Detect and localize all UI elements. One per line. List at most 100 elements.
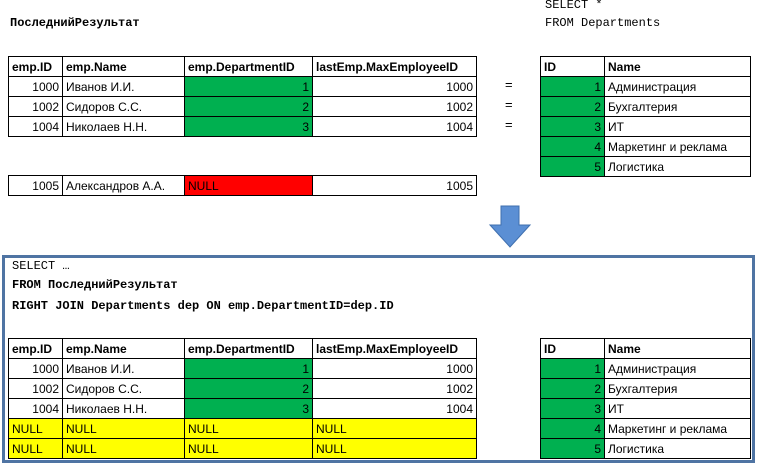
cell-dept-id: 3: [540, 116, 605, 137]
cell-emp-id: 1004: [8, 116, 63, 137]
table-header-row: ID Name: [540, 338, 751, 359]
cell-emp-name: Иванов И.И.: [62, 76, 185, 97]
sql-select-line: SELECT …: [12, 259, 70, 273]
header-emp-department-id: emp.DepartmentID: [184, 56, 313, 77]
cell-dept-id: 2: [540, 96, 605, 117]
header-name: Name: [604, 56, 751, 77]
header-emp-department-id: emp.DepartmentID: [184, 338, 313, 359]
header-id: ID: [540, 56, 605, 77]
table-row-null: NULL NULL NULL NULL: [8, 418, 477, 439]
cell-department-id-null: NULL: [184, 175, 313, 196]
table-row: 5 Логистика: [540, 156, 751, 177]
table-row: 1002 Сидоров С.С. 2 1002: [8, 96, 477, 117]
cell-emp-name: Николаев Н.Н.: [62, 398, 185, 419]
cell-null: NULL: [8, 418, 63, 439]
down-arrow-icon: [488, 205, 532, 248]
table-header-row: emp.ID emp.Name emp.DepartmentID lastEmp…: [8, 338, 477, 359]
cell-null: NULL: [62, 438, 185, 459]
cell-department-id: 3: [184, 116, 313, 137]
table-row: 4 Маркетинг и реклама: [540, 136, 751, 157]
table-row: 1 Администрация: [540, 76, 751, 97]
cell-emp-id: 1000: [8, 358, 63, 379]
cell-dept-name: Бухгалтерия: [604, 96, 751, 117]
table-row: 1004 Николаев Н.Н. 3 1004: [8, 398, 477, 419]
table-row: 5 Логистика: [540, 438, 751, 459]
table-row: 1005 Александров А.А. NULL 1005: [8, 175, 477, 196]
cell-dept-id: 1: [540, 358, 605, 379]
table-header-row: ID Name: [540, 56, 751, 77]
cell-null: NULL: [312, 438, 477, 459]
table-row: 2 Бухгалтерия: [540, 96, 751, 117]
cell-emp-name: Иванов И.И.: [62, 358, 185, 379]
cell-dept-name: Маркетинг и реклама: [604, 136, 751, 157]
cell-max-employee-id: 1004: [312, 116, 477, 137]
cell-dept-id: 5: [540, 156, 605, 177]
table-row: 3 ИТ: [540, 398, 751, 419]
sql-right-join-line: RIGHT JOIN Departments dep ON emp.Depart…: [12, 299, 394, 313]
table-row: 4 Маркетинг и реклама: [540, 418, 751, 439]
header-id: ID: [540, 338, 605, 359]
equals-sign: =: [505, 77, 513, 92]
join-result-panel: [2, 255, 755, 463]
header-max-employee-id: lastEmp.MaxEmployeeID: [312, 56, 477, 77]
cell-emp-id: 1005: [8, 175, 63, 196]
employee-table-top: emp.ID emp.Name emp.DepartmentID lastEmp…: [8, 56, 477, 137]
cell-dept-name: ИТ: [604, 116, 751, 137]
cell-department-id: 1: [184, 358, 313, 379]
header-emp-name: emp.Name: [62, 56, 185, 77]
cell-dept-name: Маркетинг и реклама: [604, 418, 751, 439]
cell-max-employee-id: 1000: [312, 358, 477, 379]
table-row: 1002 Сидоров С.С. 2 1002: [8, 378, 477, 399]
sql-from-departments: FROM Departments: [545, 16, 661, 30]
cell-department-id: 2: [184, 378, 313, 399]
sql-from-line: FROM ПоследнийРезультат: [12, 278, 178, 292]
header-emp-id: emp.ID: [8, 338, 63, 359]
cell-emp-id: 1002: [8, 96, 63, 117]
header-emp-name: emp.Name: [62, 338, 185, 359]
cell-department-id: 1: [184, 76, 313, 97]
cell-max-employee-id: 1002: [312, 96, 477, 117]
cell-null: NULL: [184, 438, 313, 459]
header-emp-id: emp.ID: [8, 56, 63, 77]
cell-null: NULL: [312, 418, 477, 439]
sql-select-star: SELECT *: [545, 0, 603, 12]
cell-null: NULL: [8, 438, 63, 459]
cell-max-employee-id: 1002: [312, 378, 477, 399]
unmatched-row-table: 1005 Александров А.А. NULL 1005: [8, 175, 477, 196]
cell-emp-name: Николаев Н.Н.: [62, 116, 185, 137]
cell-dept-id: 4: [540, 136, 605, 157]
cell-max-employee-id: 1005: [312, 175, 477, 196]
cell-department-id: 2: [184, 96, 313, 117]
cell-emp-name: Сидоров С.С.: [62, 96, 185, 117]
cell-dept-id: 5: [540, 438, 605, 459]
equals-sign: =: [505, 97, 513, 112]
cell-null: NULL: [184, 418, 313, 439]
cell-dept-name: ИТ: [604, 398, 751, 419]
cell-dept-id: 4: [540, 418, 605, 439]
cell-max-employee-id: 1000: [312, 76, 477, 97]
departments-table-bottom: ID Name 1 Администрация 2 Бухгалтерия 3 …: [540, 338, 751, 459]
result-label: ПоследнийРезультат: [10, 16, 140, 30]
table-row: 3 ИТ: [540, 116, 751, 137]
cell-dept-id: 2: [540, 378, 605, 399]
departments-table-top: ID Name 1 Администрация 2 Бухгалтерия 3 …: [540, 56, 751, 177]
cell-dept-name: Логистика: [604, 438, 751, 459]
table-row: 2 Бухгалтерия: [540, 378, 751, 399]
table-row: 1000 Иванов И.И. 1 1000: [8, 76, 477, 97]
cell-dept-id: 1: [540, 76, 605, 97]
cell-dept-name: Бухгалтерия: [604, 378, 751, 399]
cell-emp-id: 1002: [8, 378, 63, 399]
cell-dept-id: 3: [540, 398, 605, 419]
table-row: 1000 Иванов И.И. 1 1000: [8, 358, 477, 379]
cell-dept-name: Администрация: [604, 358, 751, 379]
cell-emp-id: 1000: [8, 76, 63, 97]
header-max-employee-id: lastEmp.MaxEmployeeID: [312, 338, 477, 359]
cell-emp-id: 1004: [8, 398, 63, 419]
table-header-row: emp.ID emp.Name emp.DepartmentID lastEmp…: [8, 56, 477, 77]
cell-max-employee-id: 1004: [312, 398, 477, 419]
employee-table-bottom: emp.ID emp.Name emp.DepartmentID lastEmp…: [8, 338, 477, 459]
table-row-null: NULL NULL NULL NULL: [8, 438, 477, 459]
cell-null: NULL: [62, 418, 185, 439]
header-name: Name: [604, 338, 751, 359]
cell-department-id: 3: [184, 398, 313, 419]
